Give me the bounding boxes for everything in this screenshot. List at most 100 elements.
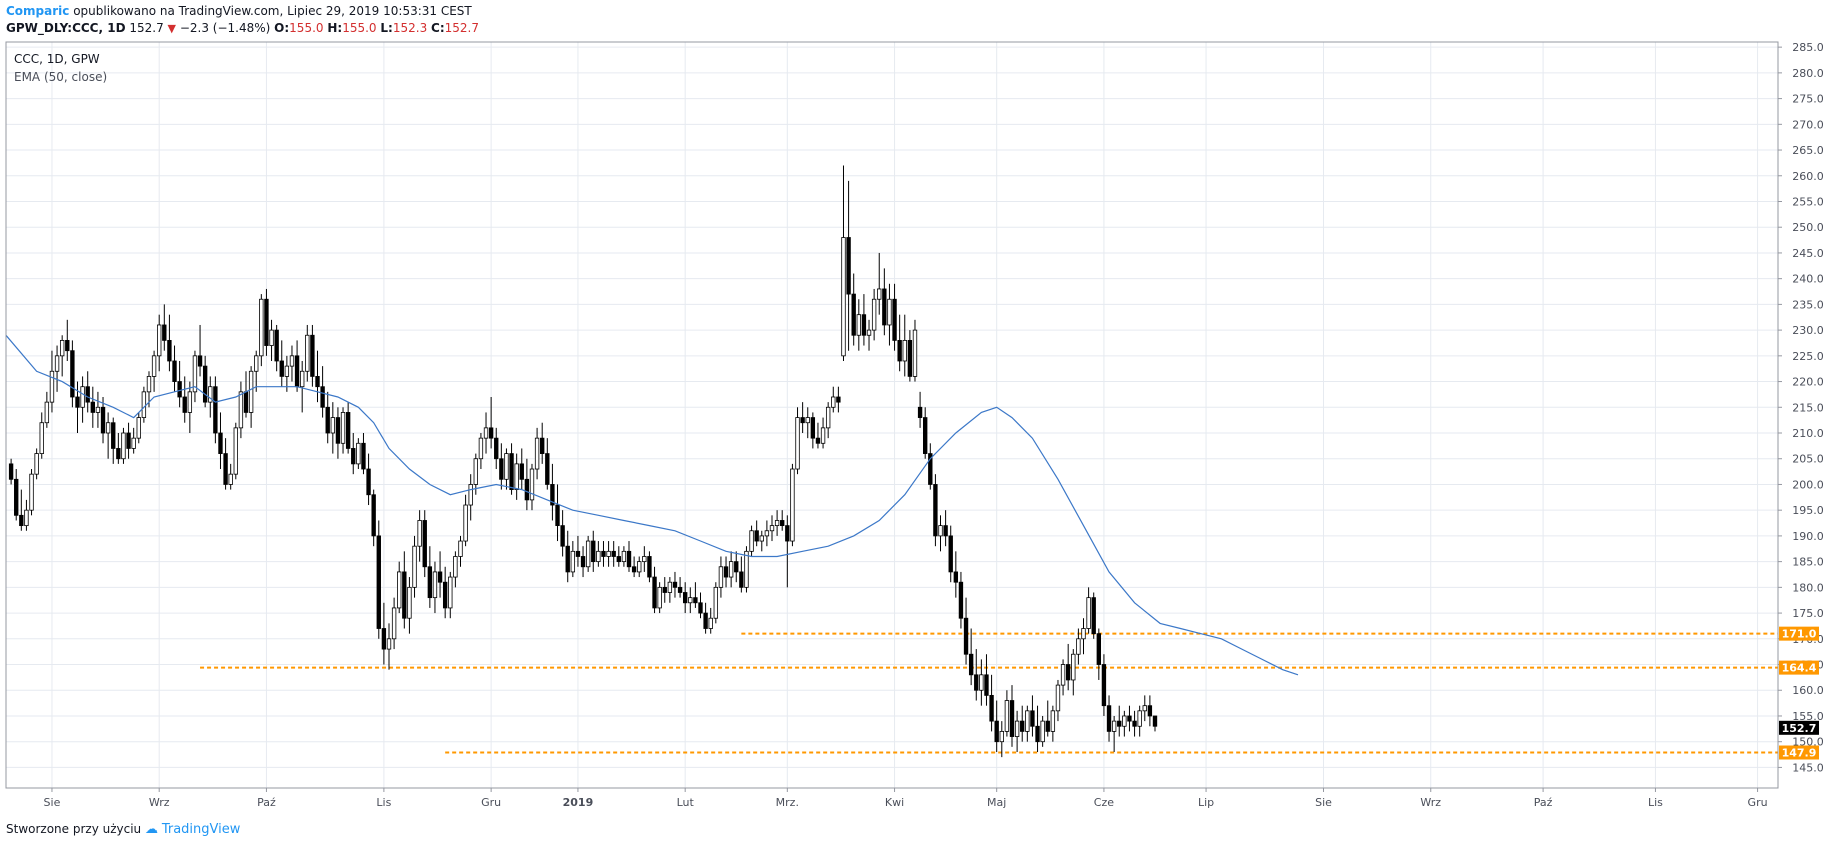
price-tick-label: 230.0 — [1792, 324, 1824, 337]
candle-body — [580, 556, 586, 568]
candle-body — [1060, 664, 1066, 686]
price-tick-label: 275.0 — [1792, 93, 1824, 106]
candle-body — [774, 520, 780, 527]
price-tick-label: 200.0 — [1792, 478, 1824, 491]
candle-body — [182, 396, 187, 413]
author-link[interactable]: Comparic — [6, 4, 70, 18]
candle-body — [631, 566, 637, 573]
candle-body — [836, 396, 841, 403]
candle-body — [432, 571, 438, 599]
candle-body — [1127, 715, 1132, 722]
candle-body — [126, 432, 131, 449]
candle-body — [366, 468, 371, 496]
candle-body — [769, 525, 775, 532]
candle-body — [248, 370, 254, 413]
candle-body — [376, 535, 381, 629]
candle-body — [682, 592, 688, 604]
candle-body — [254, 355, 259, 372]
candle-body — [877, 288, 882, 300]
candle-body — [820, 427, 826, 444]
candle-body — [269, 329, 274, 346]
legend-indicator: EMA (50, close) — [14, 70, 107, 84]
time-tick-label: Maj — [987, 796, 1006, 809]
candle-body — [825, 406, 831, 429]
candle-body — [233, 427, 238, 475]
candle-body — [386, 638, 392, 650]
candle-body — [591, 540, 596, 563]
candle-body — [427, 566, 433, 599]
tradingview-link[interactable]: TradingView — [161, 822, 241, 837]
candle-body — [790, 468, 795, 542]
candle-body — [1086, 597, 1091, 629]
publish-line: Comparic opublikowano na TradingView.com… — [6, 4, 472, 18]
close-value: 152.7 — [444, 21, 479, 35]
time-axis: Sie Wrz Paź Lis Gru 2019 Lut Mrz. Kwi Maj Cze Lip Si… — [44, 788, 1768, 809]
candle-body — [1004, 700, 1010, 732]
candle-body — [361, 442, 366, 470]
time-tick-label: Lis — [1648, 796, 1663, 809]
candle-body — [213, 386, 218, 434]
candle-body — [468, 484, 473, 506]
price-tick-label: 155.0 — [1792, 710, 1824, 723]
price-tick-label: 205.0 — [1792, 453, 1824, 466]
candle-body — [509, 453, 514, 491]
candle-body — [984, 674, 989, 696]
candle-body — [585, 540, 591, 568]
change-value: −2.3 (−1.48%) — [179, 21, 271, 35]
candle-body — [80, 386, 85, 408]
time-tick-label: Wrz — [1420, 796, 1441, 809]
candle-body — [616, 556, 621, 563]
candle-body — [805, 417, 810, 424]
time-tick-label: Gru — [481, 796, 501, 809]
candle-body — [764, 530, 770, 537]
price-tick-label: 150.0 — [1792, 736, 1824, 749]
candle-body — [458, 540, 463, 557]
candle-body — [197, 355, 203, 367]
candle-body — [345, 412, 351, 449]
candle-body — [963, 617, 969, 655]
plot-border — [5, 41, 1779, 789]
ema-line — [5, 334, 1299, 676]
candle-body — [29, 473, 34, 511]
candle-body — [938, 525, 943, 537]
candle-body — [299, 370, 305, 388]
candle-body — [601, 550, 606, 557]
candle-body — [39, 422, 44, 454]
price-tick-label: 175.0 — [1792, 607, 1824, 620]
time-tick-label: Wrz — [149, 796, 170, 809]
candle-body — [504, 453, 509, 480]
candle-body — [912, 329, 918, 377]
price-tick-label: 280.0 — [1792, 67, 1824, 80]
price-tick-label: 250.0 — [1792, 221, 1824, 234]
price-tick-label: 285.0 — [1792, 41, 1824, 54]
candle-body — [422, 520, 427, 568]
candle-body — [95, 406, 101, 413]
candle-body — [1081, 628, 1086, 640]
candle-body — [1142, 705, 1147, 712]
level-badge-label: 171.0 — [1782, 628, 1817, 641]
candle-body — [887, 298, 892, 326]
candle-body — [1076, 638, 1081, 655]
candle-body — [24, 509, 29, 527]
price-tick-label: 225.0 — [1792, 350, 1824, 363]
candle-body — [800, 417, 805, 424]
time-tick-label: Sie — [44, 796, 61, 809]
candle-body — [1014, 720, 1020, 737]
time-tick-label: Gru — [1748, 796, 1768, 809]
candle-body — [65, 339, 70, 352]
time-tick-label: Paź — [257, 796, 276, 809]
candle-body — [667, 581, 673, 593]
candle-body — [994, 720, 999, 743]
candle-body — [851, 293, 856, 336]
candle-body — [8, 463, 14, 480]
candle-body — [483, 427, 489, 439]
candle-body — [371, 494, 376, 537]
published-text: opublikowano na TradingView.com, Lipiec … — [73, 4, 472, 18]
price-tick-label: 265.0 — [1792, 144, 1824, 157]
candle-body — [111, 422, 116, 449]
candle-body — [698, 602, 703, 614]
candle-body — [59, 339, 65, 357]
candle-body — [1030, 710, 1035, 727]
